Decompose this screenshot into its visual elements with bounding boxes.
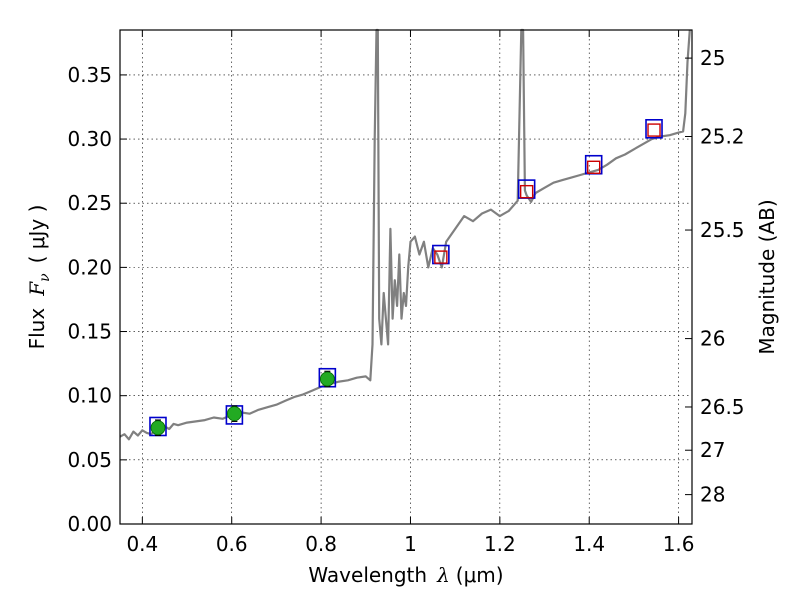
upper-point-square xyxy=(647,123,661,137)
y2-tick-label: 25 xyxy=(700,46,725,70)
x-tick-label: 1 xyxy=(404,532,417,556)
upper-point-square xyxy=(586,160,601,174)
observed-photometry-point xyxy=(226,406,242,422)
x-tick-label: 1.6 xyxy=(663,532,695,556)
photometry-markers xyxy=(149,119,663,437)
y-tick-label: 0.05 xyxy=(67,448,112,472)
spectrum-line xyxy=(119,28,691,441)
upper-point-square xyxy=(519,184,534,199)
plot-frame xyxy=(119,29,693,525)
y2-tick-label: 25.5 xyxy=(700,218,745,242)
observed-photometry-point xyxy=(319,371,335,387)
y2-tick-label: 27 xyxy=(700,438,725,462)
y-tick-label: 0.20 xyxy=(67,255,112,279)
upper-point-square xyxy=(434,250,448,264)
x-tick-label: 0.8 xyxy=(305,532,337,556)
y-tick-label: 0.10 xyxy=(67,384,112,408)
x-tick-label: 1.4 xyxy=(573,532,605,556)
model-photometry-square xyxy=(645,119,663,139)
y-tick-label: 0.30 xyxy=(67,127,112,151)
y2-tick-label: 26 xyxy=(700,327,725,351)
x-tick-labels: 0.4 0.6 0.8 1 1.2 1.4 1.6 xyxy=(126,532,694,556)
tick-marks xyxy=(120,30,692,525)
y2-axis-label: Magnitude (AB) xyxy=(755,199,779,354)
y-tick-label: 0.35 xyxy=(67,63,112,87)
y2-tick-label: 25.2 xyxy=(700,124,745,148)
x-tick-label: 0.4 xyxy=(126,532,158,556)
x-tick-label: 1.2 xyxy=(484,532,516,556)
y-tick-labels: 0.00 0.05 0.10 0.15 0.20 0.25 0.30 0.35 xyxy=(67,63,112,536)
y2-tick-label: 26.5 xyxy=(700,395,745,419)
observed-photometry-point xyxy=(150,420,166,436)
y2-tick-labels: 25 25.2 25.5 26 26.5 27 28 xyxy=(700,46,745,507)
y-axis-label: FluxFν( μJy ) xyxy=(25,205,53,350)
spectrum-series xyxy=(119,28,691,441)
y2-tick-label: 28 xyxy=(700,483,725,507)
y-tick-label: 0.25 xyxy=(67,191,112,215)
x-axis-label: Wavelength λ (μm) xyxy=(308,563,503,587)
y-tick-label: 0.00 xyxy=(67,512,112,536)
x-tick-label: 0.6 xyxy=(216,532,248,556)
y-tick-label: 0.15 xyxy=(67,320,112,344)
